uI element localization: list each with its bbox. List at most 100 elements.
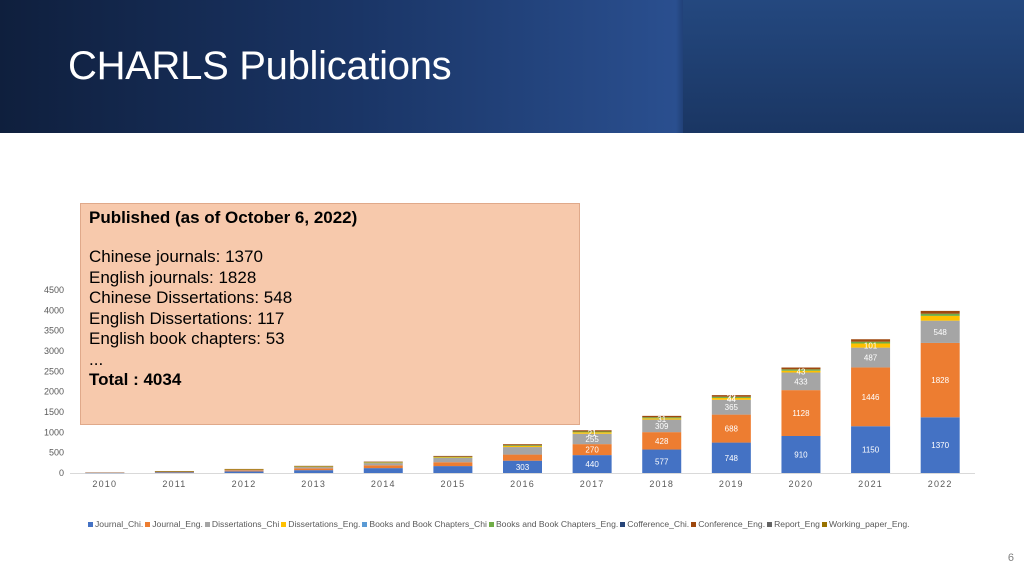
- bar-segment-journal-chi: [503, 460, 542, 473]
- bar-segment-journal-chi: [154, 472, 194, 473]
- legend-swatch: [821, 522, 827, 528]
- data-label: 31: [657, 415, 666, 424]
- bar-segment-conference-eng: [294, 465, 334, 467]
- bar-segment-books-and-book-chapters-eng: [433, 456, 473, 458]
- legend-swatch: [88, 522, 93, 528]
- bar-segment-dissertations-chi: [85, 472, 125, 473]
- summary-line-ellipsis: ...: [89, 349, 104, 369]
- data-label: 748: [725, 454, 739, 463]
- summary-line-english-journals: English journals: 1828: [89, 267, 257, 287]
- x-tick-label: 2019: [719, 479, 744, 489]
- x-tick-label: 2011: [162, 479, 186, 489]
- legend-label: Dissertations_Chi: [211, 519, 280, 529]
- y-tick-label: 4000: [44, 305, 64, 315]
- bar-segment-books-and-book-chapters-eng: [572, 431, 612, 433]
- bar-segment-dissertations-chi: [433, 457, 473, 463]
- summary-total: Total : 4034: [89, 370, 182, 389]
- bar-segment-conference-eng: [711, 395, 751, 397]
- bar-segment-journal-eng: [851, 367, 891, 427]
- y-tick-label: 500: [49, 448, 64, 458]
- legend-label: Journal_Chi.: [95, 519, 144, 529]
- data-label: 255: [585, 435, 599, 444]
- summary-heading: Published (as of October 6, 2022): [89, 208, 358, 227]
- legend-label: Books and Book Chapters_Eng.: [495, 519, 619, 529]
- summary-line-chinese-journals: Chinese journals: 1370: [89, 247, 263, 266]
- y-tick-label: 1000: [44, 427, 64, 437]
- bar-segment-dissertations-eng: [294, 466, 334, 468]
- bar-segment-books-and-book-chapters-eng: [294, 466, 334, 467]
- bar-segment-books-and-book-chapters-eng: [642, 417, 682, 419]
- legend-label: Report_Eng: [774, 519, 820, 529]
- bar-segment-dissertations-eng: [503, 446, 542, 448]
- bar-segment-journal-chi: [711, 442, 751, 473]
- legend-label: Conference_Eng.: [698, 519, 766, 529]
- y-tick-label: 3000: [44, 346, 64, 356]
- slide-title: CHARLS Publications: [68, 44, 452, 88]
- bar-segment-dissertations-eng: [781, 370, 821, 373]
- x-tick-label: 2022: [928, 479, 953, 489]
- x-tick-label: 2021: [858, 479, 883, 489]
- data-label: 21: [588, 429, 597, 438]
- legend-item-conference-eng: Conference_Eng.: [691, 519, 765, 529]
- data-label: 1370: [931, 441, 949, 450]
- legend-swatch: [204, 522, 210, 528]
- legend-item-report-eng: Report_Eng: [767, 519, 820, 529]
- data-label: 44: [727, 395, 736, 404]
- bar-segment-dissertations-chi: [781, 372, 821, 391]
- bar-segment-journal-chi: [642, 449, 682, 473]
- x-tick-label: 2014: [371, 479, 396, 489]
- data-label: 1828: [931, 376, 949, 385]
- bar-segment-journal-chi: [781, 435, 821, 473]
- data-label: 303: [516, 463, 530, 472]
- legend-item-journal-chi: Journal_Chi.: [88, 519, 143, 529]
- legend-swatch: [691, 522, 697, 528]
- bar-segment-conference-eng: [503, 444, 542, 446]
- data-label: 270: [585, 446, 599, 455]
- legend-item-dissertations-chi: Dissertations_Chi: [204, 519, 280, 529]
- data-label: 43: [797, 368, 806, 377]
- x-tick-label: 2020: [789, 479, 814, 489]
- legend-swatch: [145, 522, 151, 528]
- legend-item-journal-eng: Journal_Eng.: [145, 519, 203, 529]
- bar-segment-dissertations-chi: [294, 466, 334, 469]
- header-banner: [0, 0, 1024, 133]
- bar-segment-conference-eng: [920, 310, 960, 314]
- bar-segment-conference-eng: [781, 367, 821, 370]
- bar-segment-journal-eng: [363, 465, 403, 469]
- legend-label: Working_paper_Eng.: [828, 519, 910, 529]
- x-tick-label: 2012: [232, 479, 257, 489]
- legend-swatch: [488, 522, 494, 528]
- x-tick-label: 2010: [92, 479, 117, 489]
- legend-swatch: [281, 522, 287, 528]
- legend-item-cofference-chi: Cofference_Chi.: [620, 519, 689, 529]
- header-accent-panel: [683, 0, 1024, 133]
- bar-segment-journal-eng: [572, 444, 612, 456]
- bar-segment-journal-eng: [711, 414, 751, 443]
- data-label: 548: [934, 328, 948, 337]
- legend-swatch: [767, 522, 773, 528]
- bar-segment-dissertations-chi: [224, 469, 264, 471]
- y-tick-label: 2500: [44, 366, 64, 376]
- bar-segment-journal-eng: [503, 454, 542, 461]
- bar-segment-dissertations-chi: [503, 447, 542, 455]
- data-label: 487: [864, 354, 878, 363]
- chart-legend: Journal_Chi. Journal_Eng. Dissertations_Ch…: [88, 519, 988, 529]
- bar-segment-dissertations-eng: [433, 457, 473, 458]
- data-label: 32: [727, 393, 736, 402]
- bar-segment-journal-eng: [781, 390, 821, 436]
- bar-segment-journal-eng: [642, 432, 682, 450]
- page-number: 6: [1007, 552, 1014, 564]
- legend-item-books-and-book-chapters-chi: Books and Book Chapters_Chi: [362, 519, 487, 529]
- bar-segment-conference-eng: [572, 430, 612, 432]
- legend-item-dissertations-eng: Dissertations_Eng.: [281, 519, 360, 529]
- bar-segment-conference-eng: [363, 461, 403, 463]
- y-tick-label: 1500: [44, 407, 64, 417]
- data-label: 433: [794, 377, 808, 386]
- bar-segment-books-and-book-chapters-eng: [851, 341, 891, 344]
- x-tick-label: 2018: [649, 479, 674, 489]
- x-tick-label: 2013: [301, 479, 326, 489]
- legend-label: Books and Book Chapters_Chi: [369, 519, 487, 529]
- bar-segment-books-and-book-chapters-eng: [920, 313, 960, 316]
